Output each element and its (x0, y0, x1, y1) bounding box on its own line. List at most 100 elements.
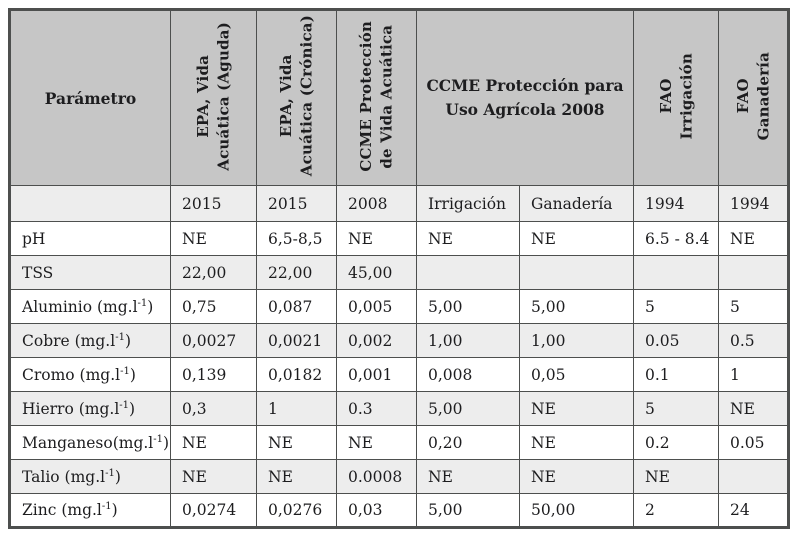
value-cell: 0.3 (336, 391, 417, 426)
value-cell: NE (519, 391, 634, 426)
table-row: Manganeso(mg.l-1) NE NE NE 0,20 NE 0.2 0.05 (9, 425, 789, 460)
table-row: Talio (mg.l-1) NE NE 0.0008 NE NE NE (9, 459, 789, 494)
value-cell: 0,75 (170, 289, 257, 324)
value-cell: 1 (256, 391, 337, 426)
subheader-param-cell (9, 185, 171, 222)
value-cell: 0,20 (416, 425, 520, 460)
value-cell: 0.05 (718, 425, 789, 460)
value-cell: NE (633, 459, 719, 494)
value-cell: 0,0274 (170, 493, 257, 528)
value-cell: 0,001 (336, 357, 417, 392)
value-cell: NE (336, 425, 417, 460)
value-cell: 1 (718, 357, 789, 392)
rotated-header-label: FAO Ganadería (733, 51, 772, 141)
value-cell: 1,00 (416, 323, 520, 358)
value-cell: 0.2 (633, 425, 719, 460)
value-cell: 0,087 (256, 289, 337, 324)
value-cell: NE (336, 221, 417, 256)
value-cell: 0.05 (633, 323, 719, 358)
table-body: pH NE 6,5-8,5 NE NE NE 6.5 - 8.4 NE TSS 22,00 22,0… (9, 221, 789, 528)
header-ccme-proteccion-vida-acuatica: CCME Protección de Vida Acuática (336, 9, 417, 186)
value-cell (519, 255, 634, 290)
value-cell: 22,00 (170, 255, 257, 290)
value-cell: NE (416, 459, 520, 494)
value-cell: 5,00 (416, 391, 520, 426)
subheader-row: 2015 2015 2008 Irrigación Ganadería 1994 1994 (9, 185, 789, 222)
value-cell: NE (519, 221, 634, 256)
header-parametro: Parámetro (9, 9, 171, 186)
value-cell: 5 (633, 391, 719, 426)
header-row: Parámetro EPA, Vida Acuática (Aguda) EPA,… (9, 9, 789, 186)
value-cell: 5,00 (519, 289, 634, 324)
value-cell: 2 (633, 493, 719, 528)
rotated-header-label: EPA, Vida Acuática (Crónica) (277, 15, 316, 177)
value-cell: 6.5 - 8.4 (633, 221, 719, 256)
value-cell: NE (170, 459, 257, 494)
value-cell: 0.1 (633, 357, 719, 392)
param-cell: Zinc (mg.l-1) (9, 493, 171, 528)
value-cell: 0,05 (519, 357, 634, 392)
value-cell: 0,005 (336, 289, 417, 324)
param-cell: Cromo (mg.l-1) (9, 357, 171, 392)
subheader-cell: Ganadería (519, 185, 634, 222)
value-cell: 0,139 (170, 357, 257, 392)
table-row: Hierro (mg.l-1) 0,3 1 0.3 5,00 NE 5 NE (9, 391, 789, 426)
value-cell: 1,00 (519, 323, 634, 358)
value-cell: 0,3 (170, 391, 257, 426)
subheader-cell: 2015 (256, 185, 337, 222)
subheader-cell: 1994 (718, 185, 789, 222)
value-cell: 22,00 (256, 255, 337, 290)
value-cell: 0,0182 (256, 357, 337, 392)
value-cell: 5 (633, 289, 719, 324)
value-cell: 5,00 (416, 493, 520, 528)
value-cell: 0,0027 (170, 323, 257, 358)
subheader-cell: Irrigación (416, 185, 520, 222)
water-quality-standards-table: Parámetro EPA, Vida Acuática (Aguda) EPA,… (8, 8, 790, 529)
rotated-header-label: EPA, Vida Acuática (Aguda) (194, 21, 233, 171)
table-row: Aluminio (mg.l-1) 0,75 0,087 0,005 5,00 5,00 5… (9, 289, 789, 324)
value-cell: 0.0008 (336, 459, 417, 494)
value-cell: 0,002 (336, 323, 417, 358)
value-cell: 24 (718, 493, 789, 528)
rotated-header-label: FAO Irrigación (656, 52, 695, 140)
value-cell (633, 255, 719, 290)
value-cell: NE (718, 221, 789, 256)
header-fao-irrigacion: FAO Irrigación (633, 9, 719, 186)
value-cell: 45,00 (336, 255, 417, 290)
table-row: Cromo (mg.l-1) 0,139 0,0182 0,001 0,008 0,05 0… (9, 357, 789, 392)
value-cell: NE (519, 425, 634, 460)
value-cell: 5,00 (416, 289, 520, 324)
value-cell: 0,0276 (256, 493, 337, 528)
value-cell (718, 255, 789, 290)
param-cell: Cobre (mg.l-1) (9, 323, 171, 358)
value-cell: NE (170, 425, 257, 460)
header-epa-vida-acuatica-cronica: EPA, Vida Acuática (Crónica) (256, 9, 337, 186)
table-row: Cobre (mg.l-1) 0,0027 0,0021 0,002 1,00 1,00 0… (9, 323, 789, 358)
value-cell: 0.5 (718, 323, 789, 358)
value-cell: 0,008 (416, 357, 520, 392)
rotated-header-label: CCME Protección de Vida Acuática (357, 20, 396, 172)
header-fao-ganaderia: FAO Ganadería (718, 9, 789, 186)
table-head: Parámetro EPA, Vida Acuática (Aguda) EPA,… (9, 9, 789, 222)
value-cell: 6,5-8,5 (256, 221, 337, 256)
table-row: Zinc (mg.l-1) 0,0274 0,0276 0,03 5,00 50,00 2 2… (9, 493, 789, 528)
value-cell: 0,0021 (256, 323, 337, 358)
param-cell: TSS (9, 255, 171, 290)
value-cell: 50,00 (519, 493, 634, 528)
subheader-cell: 2015 (170, 185, 257, 222)
param-cell: Talio (mg.l-1) (9, 459, 171, 494)
value-cell: NE (416, 221, 520, 256)
value-cell: 5 (718, 289, 789, 324)
param-cell: Manganeso(mg.l-1) (9, 425, 171, 460)
value-cell (416, 255, 520, 290)
value-cell (718, 459, 789, 494)
value-cell: NE (170, 221, 257, 256)
value-cell: NE (718, 391, 789, 426)
value-cell: NE (256, 425, 337, 460)
subheader-cell: 2008 (336, 185, 417, 222)
value-cell: NE (519, 459, 634, 494)
value-cell: 0,03 (336, 493, 417, 528)
param-cell: Hierro (mg.l-1) (9, 391, 171, 426)
header-epa-vida-acuatica-aguda: EPA, Vida Acuática (Aguda) (170, 9, 257, 186)
